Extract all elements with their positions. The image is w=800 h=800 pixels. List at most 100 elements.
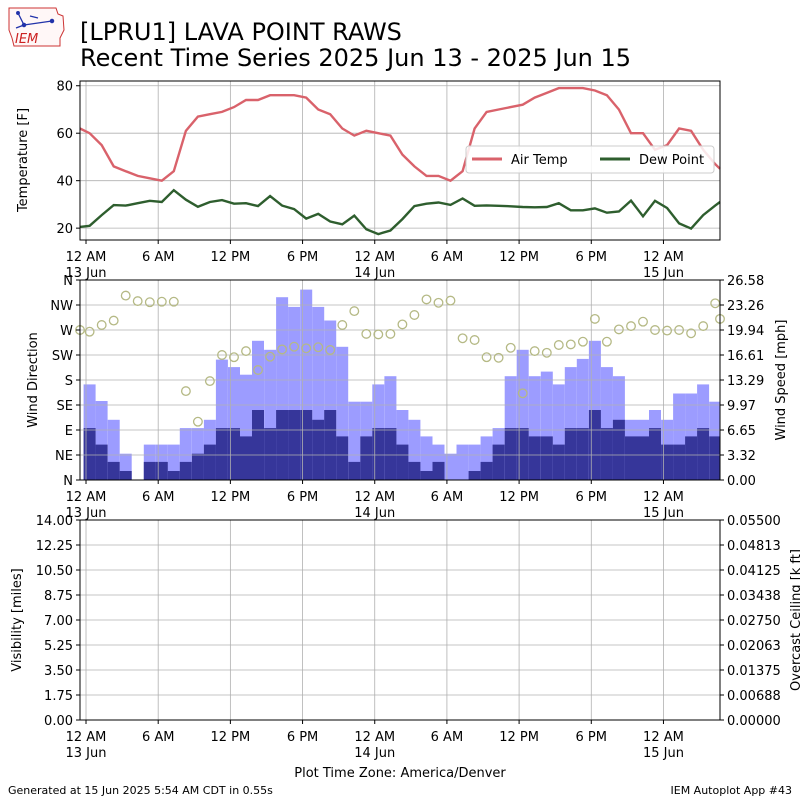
wind-direction-tick-label: E (65, 424, 73, 439)
wind-direction-point (577, 336, 588, 347)
x-tick-date-label: 14 Jun (354, 746, 395, 761)
ceiling-tick-label: 0.01375 (727, 664, 781, 679)
wind-speed-tick-label: 3.32 (727, 449, 756, 464)
air-temp-line (79, 86, 721, 183)
iem-logo: IEM (8, 7, 65, 47)
wind-direction-tick-label: NW (50, 299, 73, 314)
ceiling-tick-label: 0.02750 (727, 614, 781, 629)
ceiling-tick-label: 0.02063 (727, 639, 781, 654)
wind-speed-bar (480, 461, 493, 480)
wind-direction-point (313, 342, 324, 353)
wind-speed-bar (612, 419, 625, 480)
wind-speed-tick-label: 9.97 (727, 399, 756, 414)
wind-speed-bar (709, 436, 720, 480)
chart-title-line2: Recent Time Series 2025 Jun 13 - 2025 Ju… (80, 44, 631, 72)
legend: Air Temp Dew Point (465, 145, 715, 174)
wind-speed-tick-label: 13.29 (727, 374, 764, 389)
timezone-label: Plot Time Zone: America/Denver (294, 766, 506, 781)
wind-speed-bar (360, 436, 373, 480)
wind-direction-point (217, 350, 227, 360)
wind-direction-tick-label: W (60, 324, 73, 339)
wind-direction-point (481, 352, 492, 363)
x-tick-label: 6 AM (431, 490, 464, 505)
wind-direction-y-label: Wind Direction (26, 332, 41, 428)
wind-direction-point (361, 328, 372, 339)
wind-direction-point (553, 340, 564, 350)
x-tick-date-label: 15 Jun (643, 506, 684, 521)
wind-direction-point (385, 328, 396, 339)
wind-speed-bar (300, 410, 313, 480)
wind-direction-point (289, 341, 300, 352)
wind-speed-bar (576, 428, 589, 480)
wind-speed-bar (348, 461, 361, 480)
wind-direction-point (601, 336, 612, 347)
wind-speed-bar (396, 444, 409, 480)
wind-direction-point (662, 325, 673, 336)
x-tick-label: 6 PM (287, 490, 318, 505)
x-tick-label: 12 AM (643, 490, 684, 505)
wind-speed-tick-label: 26.58 (727, 274, 764, 289)
wind-direction-point (613, 324, 624, 335)
wind-speed-bar (649, 428, 661, 480)
temperature-y-label: Temperature [F] (16, 108, 31, 213)
x-tick-label: 12 AM (643, 730, 684, 745)
ceiling-y-label: Overcast Ceiling [k ft] (789, 549, 800, 691)
wind-direction-point (565, 339, 576, 350)
wind-speed-bar (143, 461, 156, 480)
wind-direction-point (349, 306, 360, 317)
visibility-panel: 0.00 1.75 3.50 5.25 7.00 8.75 10.50 12.25 14.00 0… (10, 514, 800, 761)
wind-speed-bar (203, 444, 216, 480)
x-tick-date-label: 13 Jun (66, 266, 107, 281)
wind-speed-bar (540, 436, 553, 480)
wind-speed-bar (552, 444, 565, 480)
visibility-tick-label: 8.75 (44, 589, 73, 604)
wind-speed-bar (528, 436, 541, 480)
wind-speed-tick-label: 23.26 (727, 299, 764, 314)
wind-speed-bar (637, 436, 649, 480)
wind-direction-point (108, 315, 119, 326)
wind-direction-point (433, 297, 444, 308)
wind-direction-point (469, 335, 480, 345)
x-tick-label: 6 AM (142, 490, 175, 505)
x-tick-date-label: 14 Jun (354, 506, 395, 521)
wind-speed-tick-label: 0.00 (727, 474, 756, 489)
wind-direction-point (589, 313, 600, 324)
wind-speed-bar (240, 436, 252, 480)
wind-direction-point (373, 329, 384, 340)
wind-speed-bar (167, 471, 180, 480)
x-tick-label: 12 PM (499, 730, 539, 745)
ceiling-tick-label: 0.00688 (727, 689, 781, 704)
wind-speed-bar (504, 428, 517, 480)
wind-direction-point (541, 347, 552, 358)
x-tick-label: 12 PM (211, 730, 251, 745)
wind-speed-bar (95, 444, 108, 480)
wind-direction-tick-label: S (65, 374, 73, 389)
x-tick-date-label: 15 Jun (643, 266, 684, 281)
wind-direction-point (505, 342, 516, 353)
wind-direction-tick-label: NE (55, 449, 73, 464)
wind-direction-point (325, 345, 336, 355)
wind-speed-bar (588, 410, 601, 480)
wind-speed-tick-label: 16.61 (727, 349, 764, 364)
wind-direction-point (445, 295, 456, 306)
wind-speed-bar (564, 428, 577, 480)
wind-speed-bar (228, 428, 240, 480)
visibility-tick-label: 0.00 (44, 714, 73, 729)
wind-panel: N NE E SE S SW W NW N 0.00 3.32 6.65 9.97 13.29 16.61 1… (26, 274, 789, 521)
wind-direction-point (192, 416, 203, 427)
wind-direction-point (277, 344, 288, 355)
wind-speed-bar (215, 428, 228, 480)
x-tick-label: 6 PM (287, 730, 318, 745)
wind-gust-bar (420, 436, 433, 480)
wind-speed-bar (264, 428, 277, 480)
x-tick-label: 12 AM (66, 730, 107, 745)
x-tick-label: 12 PM (499, 490, 539, 505)
ceiling-tick-label: 0.03438 (727, 589, 781, 604)
legend-label-air-temp: Air Temp (511, 153, 568, 168)
wind-direction-point (132, 296, 143, 307)
x-tick-label: 12 AM (643, 250, 684, 265)
wind-speed-bar (312, 419, 325, 480)
wind-direction-point (265, 351, 276, 362)
x-tick-label: 12 AM (66, 490, 107, 505)
wind-direction-point (493, 352, 504, 363)
